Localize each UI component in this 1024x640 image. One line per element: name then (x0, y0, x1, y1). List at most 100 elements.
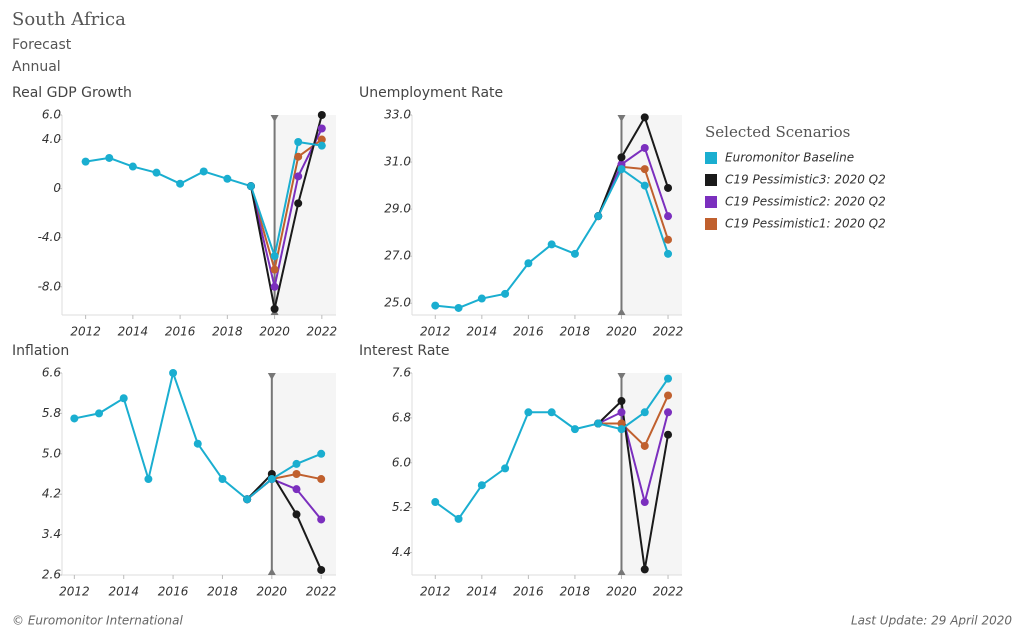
x-tick-label: 2012 (420, 585, 451, 599)
data-point (270, 282, 279, 291)
data-point (640, 408, 649, 417)
x-tick-label: 2016 (158, 585, 189, 599)
x-tick-label: 2020 (257, 585, 288, 599)
data-point (501, 289, 510, 298)
x-tick-label: 2022 (653, 325, 684, 339)
data-point (317, 565, 326, 574)
y-tick-label: 33.0 (384, 108, 411, 122)
data-point (270, 265, 279, 274)
y-tick-label: 6.0 (42, 108, 61, 122)
data-point (267, 475, 276, 484)
data-point (524, 259, 533, 268)
data-point (664, 391, 673, 400)
data-point (199, 167, 208, 176)
legend-swatch (705, 152, 717, 164)
forecast-marker (270, 115, 279, 122)
data-point (128, 162, 137, 171)
x-tick-label: 2016 (513, 325, 544, 339)
legend-label: Euromonitor Baseline (725, 151, 854, 165)
data-point (594, 419, 603, 428)
data-point (218, 475, 227, 484)
data-point (317, 135, 326, 144)
x-tick-label: 2018 (212, 325, 243, 339)
data-point (70, 414, 79, 423)
x-tick-label: 2018 (560, 325, 591, 339)
forecast-marker (617, 308, 626, 315)
legend-swatch (705, 196, 717, 208)
y-tick-label: 5.2 (392, 500, 411, 514)
y-tick-label: 31.0 (384, 155, 411, 169)
chart-title: Interest Rate (359, 343, 450, 359)
data-point (524, 408, 533, 417)
x-tick-label: 2018 (207, 585, 238, 599)
data-point (294, 152, 303, 161)
data-point (223, 174, 232, 183)
y-tick-label: 5.8 (42, 406, 61, 420)
page-title: South Africa (12, 9, 126, 30)
forecast-shade (274, 115, 336, 315)
y-tick-label: 4.0 (42, 132, 61, 146)
forecast-marker (617, 373, 626, 380)
data-point (640, 441, 649, 450)
data-point (664, 430, 673, 439)
forecast-marker (617, 568, 626, 575)
y-tick-label: -4.0 (38, 230, 62, 244)
x-tick-label: 2012 (420, 325, 451, 339)
source: © Euromonitor International (12, 614, 184, 628)
data-point (570, 249, 579, 258)
data-point (617, 397, 626, 406)
data-point (292, 459, 301, 468)
data-point (640, 498, 649, 507)
data-point (292, 485, 301, 494)
data-point (317, 141, 326, 150)
data-point (243, 495, 252, 504)
data-point (317, 515, 326, 524)
data-point (640, 165, 649, 174)
y-tick-label: 6.6 (42, 366, 61, 380)
y-tick-label: 4.4 (392, 545, 411, 559)
x-tick-label: 2020 (259, 325, 290, 339)
data-point (317, 449, 326, 458)
legend-swatch (705, 218, 717, 230)
y-tick-label: 25.0 (384, 296, 411, 310)
data-point (640, 113, 649, 122)
data-point (664, 212, 673, 221)
data-point (454, 303, 463, 312)
y-tick-label: 5.0 (42, 446, 61, 460)
data-point (169, 369, 178, 377)
data-point (294, 172, 303, 181)
x-tick-label: 2018 (560, 585, 591, 599)
series-line (597, 410, 670, 507)
x-tick-label: 2020 (606, 325, 637, 339)
series-line (598, 395, 669, 448)
data-point (664, 235, 673, 244)
data-point (640, 143, 649, 152)
data-point (477, 294, 486, 303)
data-point (664, 183, 673, 192)
x-tick-label: 2022 (653, 585, 684, 599)
series-line (250, 138, 323, 270)
data-point (317, 475, 326, 484)
forecast-marker (267, 568, 276, 575)
series-line (249, 114, 323, 310)
data-point (664, 374, 673, 383)
forecast-marker (267, 373, 276, 380)
data-point (617, 408, 626, 417)
chart-title: Unemployment Rate (359, 85, 503, 101)
chart-title: Real GDP Growth (12, 85, 132, 101)
series-line (597, 114, 669, 217)
data-point (617, 425, 626, 434)
data-point (617, 153, 626, 162)
forecast-marker (617, 115, 626, 122)
y-tick-label: 6.0 (392, 455, 411, 469)
y-tick-label: 29.0 (384, 202, 411, 216)
forecast-shade (621, 115, 682, 315)
data-point (152, 168, 161, 177)
data-point (454, 514, 463, 523)
y-tick-label: 6.8 (392, 410, 411, 424)
data-point (640, 181, 649, 190)
legend-label: C19 Pessimistic1: 2020 Q2 (725, 217, 886, 231)
x-tick-label: 2016 (165, 325, 196, 339)
data-point (144, 475, 153, 484)
y-tick-label: 3.4 (42, 527, 61, 541)
